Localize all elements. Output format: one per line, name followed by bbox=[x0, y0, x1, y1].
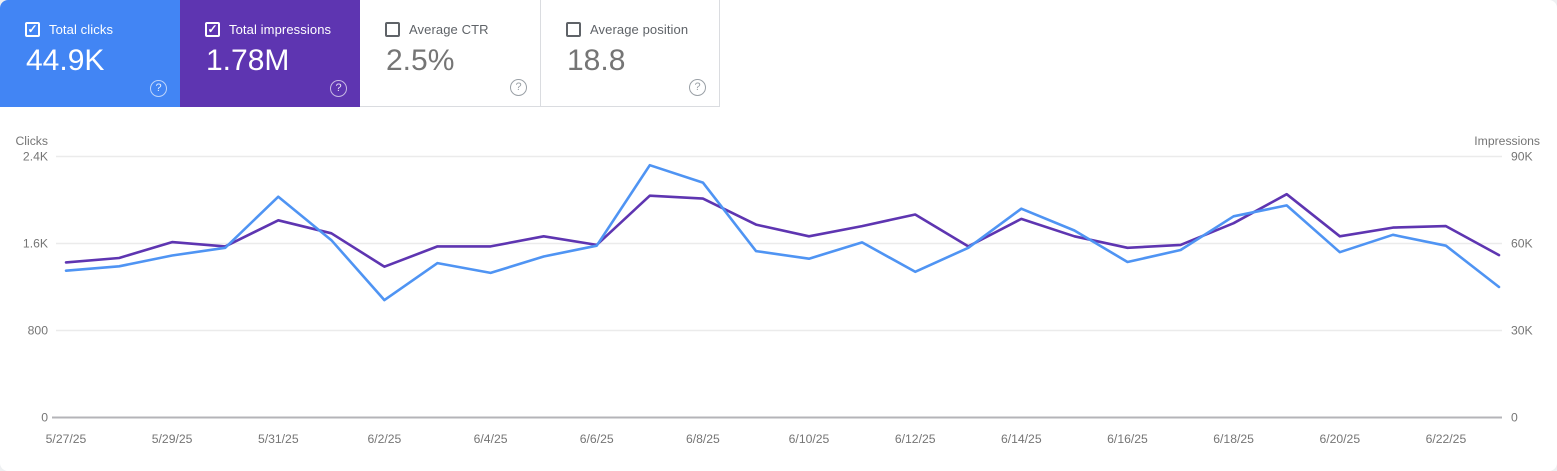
total-impressions-value: 1.78M bbox=[206, 44, 290, 77]
right-axis-tick: 30K bbox=[1511, 324, 1533, 338]
x-axis-tick: 6/16/25 bbox=[1107, 432, 1148, 446]
x-axis-tick: 5/31/25 bbox=[258, 432, 299, 446]
help-icon[interactable]: ? bbox=[330, 80, 347, 97]
average-position-label: Average position bbox=[590, 22, 689, 37]
card-header: Average CTR bbox=[385, 22, 540, 37]
average-position-checkbox[interactable] bbox=[566, 22, 581, 37]
x-axis-tick: 6/10/25 bbox=[789, 432, 830, 446]
card-header: ✓ Total clicks bbox=[25, 22, 180, 37]
x-axis-tick: 6/8/25 bbox=[686, 432, 720, 446]
metric-cards-row: ✓ Total clicks 44.9K ? ✓ Total impressio… bbox=[0, 0, 720, 107]
impressions-line[interactable] bbox=[64, 192, 1501, 269]
metric-card-average-position[interactable]: Average position 18.8 ? bbox=[540, 0, 720, 107]
left-axis-title: Clicks bbox=[16, 134, 49, 148]
x-axis-tick: 6/4/25 bbox=[474, 432, 508, 446]
right-axis-tick: 60K bbox=[1511, 237, 1533, 251]
total-clicks-value: 44.9K bbox=[26, 44, 105, 77]
x-axis-tick: 6/14/25 bbox=[1001, 432, 1042, 446]
clicks-line[interactable] bbox=[64, 163, 1501, 302]
metric-card-total-impressions[interactable]: ✓ Total impressions 1.78M ? bbox=[180, 0, 360, 107]
help-icon[interactable]: ? bbox=[510, 79, 527, 96]
help-icon[interactable]: ? bbox=[689, 79, 706, 96]
average-ctr-label: Average CTR bbox=[409, 22, 489, 37]
left-axis-tick: 1.6K bbox=[23, 237, 48, 251]
x-axis-tick: 6/20/25 bbox=[1319, 432, 1360, 446]
x-axis-tick: 6/22/25 bbox=[1426, 432, 1467, 446]
x-axis-tick: 5/29/25 bbox=[152, 432, 193, 446]
right-axis-title: Impressions bbox=[1474, 134, 1540, 148]
card-header: Average position bbox=[566, 22, 719, 37]
right-axis-tick: 90K bbox=[1511, 150, 1533, 164]
total-impressions-checkbox[interactable]: ✓ bbox=[205, 22, 220, 37]
x-axis-tick: 6/6/25 bbox=[580, 432, 614, 446]
x-axis-tick: 6/2/25 bbox=[367, 432, 401, 446]
x-axis-tick: 6/12/25 bbox=[895, 432, 936, 446]
right-axis-tick: 0 bbox=[1511, 411, 1518, 425]
average-position-value: 18.8 bbox=[567, 44, 626, 77]
x-axis-tick: 6/18/25 bbox=[1213, 432, 1254, 446]
total-clicks-label: Total clicks bbox=[49, 22, 114, 37]
left-axis-tick: 0 bbox=[41, 411, 48, 425]
total-clicks-checkbox[interactable]: ✓ bbox=[25, 22, 40, 37]
average-ctr-value: 2.5% bbox=[386, 44, 455, 77]
total-impressions-label: Total impressions bbox=[229, 22, 332, 37]
metric-card-average-ctr[interactable]: Average CTR 2.5% ? bbox=[360, 0, 540, 107]
left-axis-tick: 800 bbox=[28, 324, 49, 338]
card-header: ✓ Total impressions bbox=[205, 22, 360, 37]
x-axis-tick: 5/27/25 bbox=[46, 432, 87, 446]
left-axis-tick: 2.4K bbox=[23, 150, 48, 164]
help-icon[interactable]: ? bbox=[150, 80, 167, 97]
metric-card-total-clicks[interactable]: ✓ Total clicks 44.9K ? bbox=[0, 0, 180, 107]
average-ctr-checkbox[interactable] bbox=[385, 22, 400, 37]
